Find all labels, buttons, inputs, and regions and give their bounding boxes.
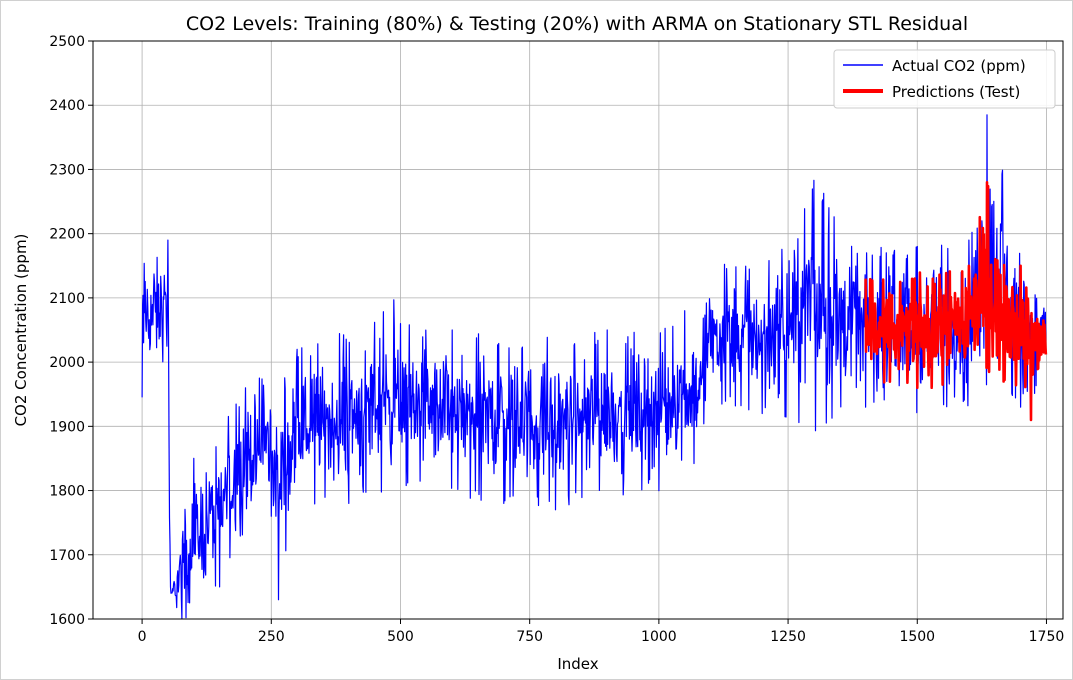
x-tick-label: 1000 — [641, 629, 677, 645]
x-tick-label: 250 — [258, 629, 285, 645]
y-axis-label: CO2 Concentration (ppm) — [12, 234, 30, 427]
y-tick-label: 1600 — [49, 612, 85, 628]
y-tick-label: 2200 — [49, 227, 85, 243]
chart-title: CO2 Levels: Training (80%) & Testing (20… — [186, 13, 968, 35]
y-tick-label: 2400 — [49, 98, 85, 114]
legend: Actual CO2 (ppm) Predictions (Test) — [833, 49, 1056, 109]
y-tick-label: 2000 — [49, 355, 85, 371]
y-tick-label: 1800 — [49, 484, 85, 500]
x-tick-label: 500 — [387, 629, 414, 645]
series-line-predictions — [864, 181, 1048, 422]
x-tick-label: 1500 — [899, 629, 935, 645]
y-tick-label: 1700 — [49, 548, 85, 564]
x-tick-label: 1750 — [1029, 629, 1065, 645]
series-layer — [141, 114, 1048, 619]
y-tick-label: 1900 — [49, 419, 85, 435]
legend-label-actual: Actual CO2 (ppm) — [892, 57, 1026, 75]
y-tick-label: 2500 — [49, 34, 85, 50]
x-tick-label: 1250 — [770, 629, 806, 645]
legend-box — [833, 49, 1056, 109]
legend-label-predictions: Predictions (Test) — [892, 83, 1020, 101]
x-axis-ticks: 0 250 500 750 1000 1250 1500 1750 — [138, 619, 1065, 645]
x-axis-label: Index — [557, 655, 598, 673]
y-axis-ticks: 1600 1700 1800 1900 2000 2100 2200 2300 2400 2500 — [49, 34, 93, 628]
x-tick-label: 750 — [516, 629, 543, 645]
y-tick-label: 2100 — [49, 291, 85, 307]
plot-area-border — [92, 40, 1064, 620]
y-tick-label: 2300 — [49, 162, 85, 178]
x-tick-label: 0 — [138, 629, 147, 645]
series-line-actual — [141, 114, 1047, 619]
